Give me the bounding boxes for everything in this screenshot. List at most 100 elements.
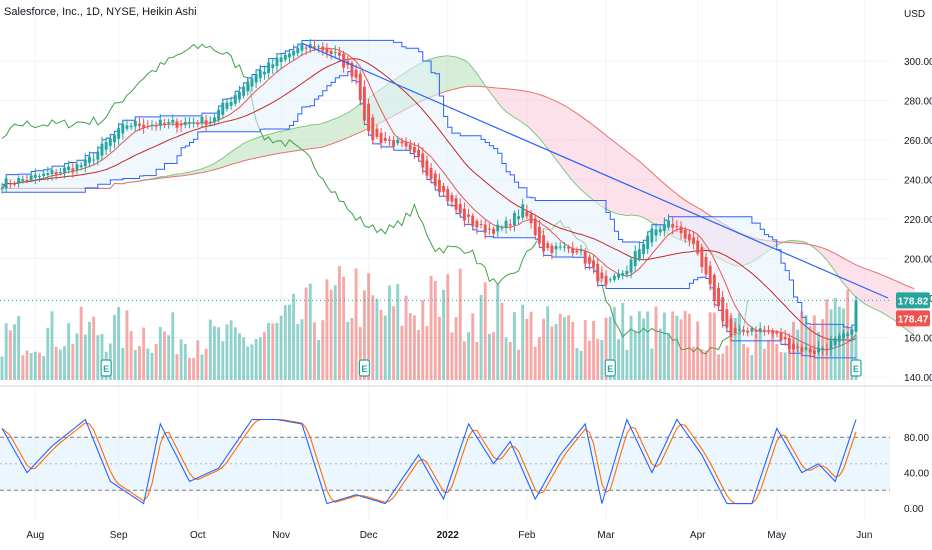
volume-bar bbox=[658, 328, 662, 380]
volume-bar bbox=[625, 349, 629, 380]
volume-bar bbox=[712, 312, 716, 380]
volume-bar bbox=[242, 337, 246, 380]
volume-bar bbox=[729, 315, 733, 380]
volume-bar bbox=[604, 317, 608, 380]
candle-body bbox=[437, 179, 441, 193]
candle-body bbox=[750, 328, 754, 332]
candle-body bbox=[596, 263, 600, 282]
volume-bar bbox=[737, 313, 741, 380]
cloud-segment bbox=[285, 129, 290, 153]
volume-bar bbox=[850, 330, 854, 380]
time-tick-label: Oct bbox=[190, 530, 206, 541]
candle-body bbox=[163, 122, 166, 124]
candle-body bbox=[204, 120, 208, 126]
cloud-segment bbox=[880, 274, 886, 315]
candle-body bbox=[300, 44, 304, 51]
candle-body bbox=[454, 198, 458, 210]
candle-body bbox=[542, 235, 546, 252]
volume-bar bbox=[475, 342, 479, 380]
cloud-segment bbox=[843, 258, 848, 289]
stoch-k-line bbox=[1, 417, 857, 505]
volume-bar bbox=[462, 341, 466, 380]
volume-bar bbox=[467, 332, 471, 380]
volume-bar bbox=[188, 357, 191, 380]
cloud-segment bbox=[447, 55, 452, 91]
cloud-segment bbox=[526, 91, 532, 130]
cloud-segment bbox=[593, 125, 598, 204]
candle-body bbox=[571, 247, 575, 254]
volume-bar bbox=[329, 289, 333, 380]
candle-body bbox=[754, 329, 758, 333]
cloud-segment bbox=[356, 103, 361, 135]
earnings-marker: E bbox=[604, 359, 616, 377]
volume-bar bbox=[662, 312, 666, 380]
candle-body bbox=[317, 46, 321, 48]
volume-bar bbox=[454, 317, 458, 380]
volume-bar bbox=[700, 348, 704, 380]
candle-body bbox=[421, 153, 425, 168]
candle-body bbox=[496, 224, 500, 232]
stoch-axis[interactable]: 80.00 40.00 0.00 bbox=[904, 433, 929, 515]
candle-body bbox=[842, 333, 845, 339]
volume-bar bbox=[254, 339, 258, 380]
candle-body bbox=[188, 122, 191, 124]
cloud-segment bbox=[601, 132, 607, 210]
volume-bar bbox=[675, 315, 679, 380]
cloud-segment bbox=[456, 56, 461, 89]
candle-body bbox=[450, 195, 454, 202]
cloud-segment bbox=[514, 89, 519, 120]
candle-body bbox=[629, 259, 633, 273]
price-label-bg bbox=[896, 310, 930, 327]
candle-body bbox=[854, 300, 858, 332]
time-axis[interactable]: Aug Sep Oct Nov Dec 2022 Feb Mar Apr May Jun bbox=[26, 530, 872, 541]
volume-bar bbox=[521, 304, 525, 380]
volume-bar bbox=[687, 313, 691, 380]
volume-bar bbox=[429, 275, 433, 380]
volume-bar bbox=[642, 318, 645, 380]
candle-body bbox=[196, 122, 200, 125]
earnings-marker: E bbox=[850, 359, 862, 377]
cloud-segment bbox=[547, 97, 552, 154]
candle-body bbox=[54, 172, 58, 175]
volume-bar bbox=[762, 348, 766, 380]
candle-body bbox=[213, 117, 216, 123]
candle-body bbox=[637, 249, 641, 259]
candle-body bbox=[383, 137, 387, 141]
cloud-segment bbox=[493, 87, 498, 103]
volume-bar bbox=[79, 306, 83, 380]
candle-body bbox=[729, 318, 733, 337]
candle-body bbox=[737, 329, 741, 331]
candle-body bbox=[558, 246, 562, 248]
candle-body bbox=[829, 340, 833, 350]
volume-bar bbox=[296, 323, 300, 380]
price-axis[interactable]: 300.00280.00260.00240.00220.00200.00180.… bbox=[904, 57, 932, 384]
candle-body bbox=[679, 226, 683, 234]
cloud-segment bbox=[851, 262, 856, 298]
base-line bbox=[1, 58, 857, 341]
cloud-segment bbox=[864, 268, 869, 306]
candle-body bbox=[796, 346, 800, 348]
candle-body bbox=[108, 138, 112, 146]
volume-bar bbox=[721, 353, 725, 380]
candle-body bbox=[442, 186, 446, 192]
volume-bar bbox=[83, 334, 87, 380]
volume-bar bbox=[121, 347, 125, 380]
candle-body bbox=[58, 172, 62, 174]
candle-body bbox=[792, 343, 795, 350]
volume-bar bbox=[575, 348, 579, 380]
volume-bar bbox=[321, 320, 325, 380]
volume-bar bbox=[404, 295, 408, 380]
volume-bar bbox=[350, 317, 354, 380]
price-tick-label: 240.00 bbox=[904, 176, 932, 187]
volume-bar bbox=[408, 313, 412, 380]
candle-body bbox=[583, 250, 587, 264]
volume-bar bbox=[67, 323, 71, 380]
price-tick-label: 160.00 bbox=[904, 334, 932, 345]
candle-body bbox=[604, 275, 608, 285]
volume-bar bbox=[217, 327, 221, 380]
candle-body bbox=[758, 328, 762, 332]
price-tick-label: 200.00 bbox=[904, 255, 932, 266]
earnings-marker: E bbox=[100, 359, 112, 377]
